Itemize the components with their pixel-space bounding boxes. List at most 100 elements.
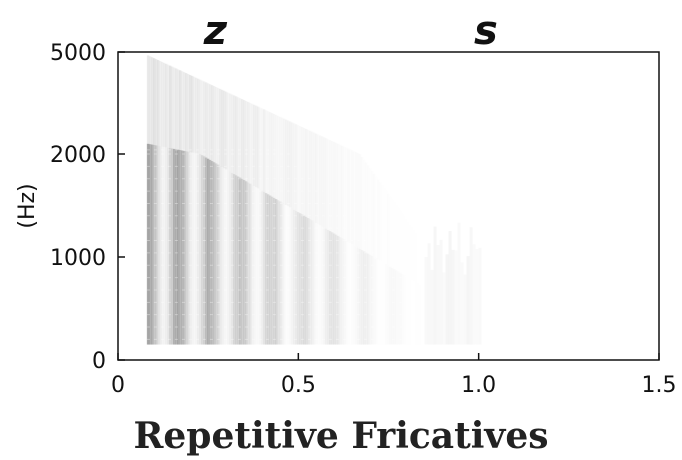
energy-noise (284, 119, 288, 205)
energy-column (222, 168, 226, 345)
energy-noise (234, 96, 238, 176)
energy-column (226, 170, 230, 345)
energy-noise (198, 79, 202, 154)
energy-noise (204, 82, 208, 158)
energy-noise (304, 128, 308, 217)
energy-noise (230, 94, 234, 173)
spectrogram-energy (146, 55, 473, 345)
energy-noise (154, 59, 158, 146)
energy-column (204, 157, 208, 345)
energy-noise (170, 66, 174, 149)
energy-column (180, 150, 184, 345)
energy-noise (252, 104, 256, 187)
energy-noise (282, 118, 286, 204)
energy-noise (274, 114, 278, 200)
energy-column (236, 176, 240, 345)
energy-noise (264, 110, 268, 194)
x-axis: 0 0.5 1.0 1.5 (111, 353, 677, 398)
energy-column (274, 199, 278, 345)
energy-faint (466, 256, 470, 345)
energy-column (242, 180, 246, 345)
y-axis-label: (Hz) (15, 183, 40, 228)
energy-faint (469, 227, 473, 345)
energy-noise (156, 60, 160, 146)
energy-column (302, 215, 306, 345)
energy-column (220, 167, 224, 345)
energy-column (250, 184, 254, 345)
energy-column (176, 149, 180, 345)
energy-column (310, 220, 314, 345)
energy-column (182, 150, 186, 345)
segment-annotation: s (474, 8, 498, 54)
energy-column (232, 174, 236, 345)
y-tick-label: 1000 (50, 246, 106, 271)
energy-column (258, 189, 262, 345)
energy-noise (178, 70, 182, 151)
energy-noise (260, 108, 264, 191)
energy-column (184, 151, 188, 345)
energy-noise (176, 69, 180, 150)
energy-faint (455, 250, 458, 344)
energy-column (246, 182, 250, 345)
energy-column (276, 200, 280, 345)
energy-column (334, 234, 338, 345)
energy-faint (440, 240, 443, 345)
energy-column (240, 178, 244, 345)
x-tick-label: 1.5 (642, 373, 677, 398)
energy-noise (238, 98, 242, 178)
energy-noise (188, 74, 192, 153)
energy-column (188, 152, 192, 345)
energy-noise (210, 85, 214, 162)
energy-noise (218, 88, 222, 166)
energy-faint (443, 272, 446, 344)
energy-column (158, 146, 162, 345)
energy-column (216, 164, 220, 345)
energy-noise (254, 105, 258, 188)
energy-column (152, 144, 156, 345)
energy-noise (162, 62, 166, 147)
energy-column (264, 193, 268, 345)
energy-column (304, 216, 308, 345)
energy-noise (314, 133, 318, 223)
energy-column (218, 165, 222, 345)
energy-column (294, 210, 298, 345)
energy-noise (228, 93, 232, 172)
energy-column (174, 149, 178, 345)
energy-noise (320, 136, 324, 227)
energy-column (214, 163, 218, 345)
energy-column (262, 191, 266, 345)
energy-noise (214, 87, 218, 164)
energy-faint (425, 257, 428, 345)
energy-noise (160, 61, 164, 147)
energy-faint (431, 270, 434, 345)
energy-column (238, 177, 242, 345)
energy-column (330, 232, 334, 345)
energy-noise (266, 111, 270, 195)
energy-column (312, 221, 316, 345)
energy-noise (244, 100, 248, 182)
energy-column (266, 194, 270, 345)
energy-noise (196, 78, 200, 154)
energy-noise (166, 64, 170, 148)
energy-faint (445, 254, 449, 345)
energy-column (228, 171, 232, 345)
energy-noise (182, 72, 186, 151)
energy-noise (158, 60, 162, 147)
energy-column (270, 196, 274, 345)
energy-noise (250, 103, 254, 185)
energy-noise (246, 101, 250, 183)
energy-column (272, 197, 276, 345)
energy-noise (240, 99, 244, 179)
energy-column (324, 228, 328, 345)
energy-column (278, 201, 282, 345)
energy-column (170, 148, 174, 345)
energy-noise (164, 63, 168, 148)
y-tick-label: 5000 (50, 41, 106, 66)
y-tick-label: 0 (92, 349, 106, 374)
energy-column (300, 214, 304, 345)
energy-column (364, 252, 368, 345)
energy-column (208, 159, 212, 345)
